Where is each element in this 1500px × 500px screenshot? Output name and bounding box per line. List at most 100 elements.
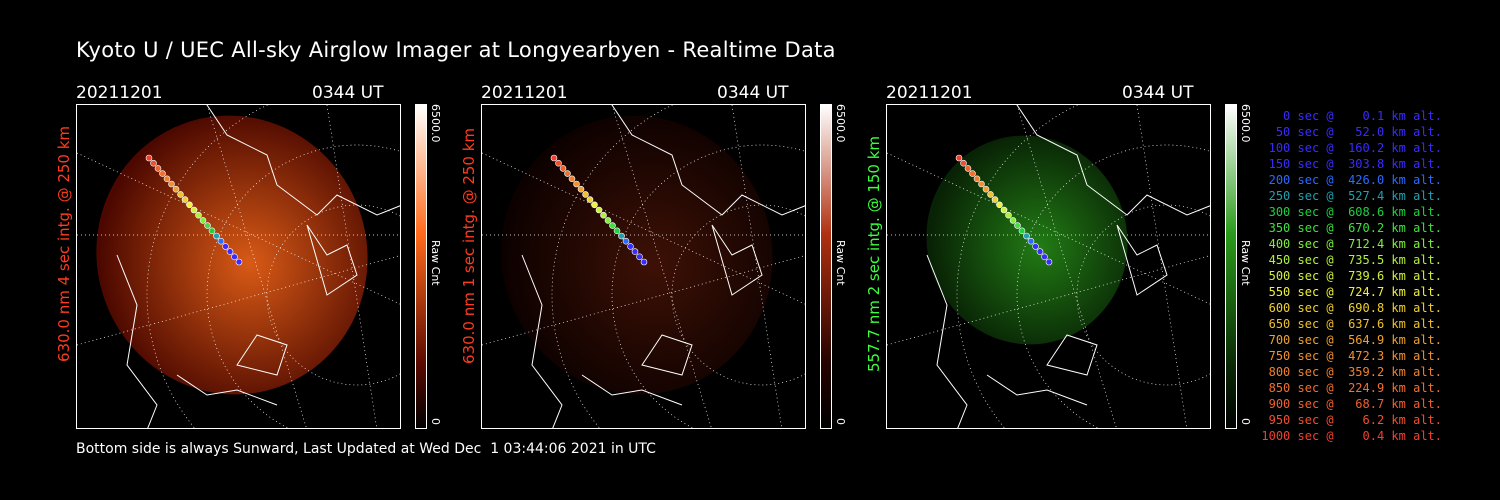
trajectory-point	[577, 185, 585, 193]
longitude-line	[77, 255, 400, 346]
trajectory-point	[559, 165, 567, 172]
trajectory-point	[618, 232, 625, 240]
legend-row: 50 sec @ 52.0 km alt.	[1261, 125, 1442, 139]
legend-row: 400 sec @ 712.4 km alt.	[1261, 237, 1442, 251]
trajectory-point	[564, 170, 571, 177]
sky-image	[501, 115, 773, 395]
trajectory-point	[1027, 237, 1035, 245]
trajectory-point	[1014, 222, 1021, 229]
coastline	[521, 105, 805, 428]
trajectory-point	[222, 243, 229, 250]
trajectory-point	[978, 180, 985, 188]
panel-2-colorbar-max: 6500.0	[834, 104, 847, 143]
panel-1-colorbar	[415, 104, 427, 429]
trajectory-point	[208, 227, 216, 235]
panel-2-date: 20211201	[481, 83, 568, 103]
trajectory-point	[582, 191, 589, 198]
legend-row: 800 sec @ 359.2 km alt.	[1261, 365, 1442, 379]
trajectory-point	[163, 175, 171, 183]
trajectory-point	[568, 175, 576, 183]
trajectory-point	[1005, 211, 1012, 219]
trajectory-point	[172, 185, 180, 193]
trajectory-point	[973, 175, 981, 183]
panel-3-time: 0344 UT	[1122, 83, 1194, 103]
legend-row: 300 sec @ 608.6 km alt.	[1261, 205, 1442, 219]
legend-row: 100 sec @ 160.2 km alt.	[1261, 141, 1442, 155]
legend-row: 750 sec @ 472.3 km alt.	[1261, 349, 1442, 363]
trajectory-point	[987, 191, 994, 198]
trajectory-point	[573, 180, 580, 188]
panel-2-colorbar-unit: Raw Cnt	[834, 240, 847, 286]
panel-1-colorbar-unit: Raw Cnt	[429, 240, 442, 286]
longitude-line	[482, 255, 805, 346]
trajectory-point	[636, 253, 643, 261]
trajectory-point	[550, 154, 558, 162]
trajectory-point	[199, 217, 207, 224]
trajectory-point	[982, 185, 990, 193]
panel-3-colorbar	[1225, 104, 1237, 429]
legend-row: 850 sec @ 224.9 km alt.	[1261, 381, 1442, 395]
longitude-line	[1016, 105, 1117, 428]
trajectory-point	[186, 201, 193, 209]
page-title: Kyoto U / UEC All-sky Airglow Imager at …	[76, 38, 836, 62]
coastline	[926, 105, 1210, 428]
time-altitude-legend: 0 sec @ 0.1 km alt. 50 sec @ 52.0 km alt…	[1250, 108, 1442, 444]
trajectory-point	[145, 154, 153, 162]
legend-row: 950 sec @ 6.2 km alt.	[1261, 413, 1442, 427]
coastline	[116, 105, 400, 428]
trajectory-point	[235, 258, 243, 266]
trajectory-point	[226, 248, 234, 255]
panel-3-image	[886, 104, 1211, 429]
panel-2-image	[481, 104, 806, 429]
trajectory-point	[586, 196, 594, 203]
trajectory-point	[600, 211, 607, 219]
trajectory-point	[604, 217, 612, 224]
trajectory-point	[231, 253, 238, 261]
trajectory-point	[190, 206, 198, 214]
trajectory-point	[622, 237, 630, 245]
panel-2-colorbar-min: 0	[834, 418, 847, 425]
legend-row: 0 sec @ 0.1 km alt.	[1261, 109, 1442, 123]
legend-row: 350 sec @ 670.2 km alt.	[1261, 221, 1442, 235]
panel-2-wavelength-label: 630.0 nm 1 sec intg. @ 250 km	[460, 127, 478, 364]
legend-row: 600 sec @ 690.8 km alt.	[1261, 301, 1442, 315]
panel-2-time: 0344 UT	[717, 83, 789, 103]
longitude-line	[326, 105, 378, 428]
sky-image	[926, 135, 1128, 345]
panel-3-wavelength-label: 557.7 nm 2 sec intg. @ 150 km	[865, 135, 883, 372]
trajectory-point	[1023, 232, 1030, 240]
sky-image	[96, 115, 368, 395]
panel-1-colorbar-max: 6500.0	[429, 104, 442, 143]
trajectory-point	[1000, 206, 1008, 214]
footer-status: Bottom side is always Sunward, Last Upda…	[76, 441, 656, 457]
longitude-line	[887, 255, 1210, 346]
panel-1-image	[76, 104, 401, 429]
longitude-line	[206, 105, 307, 428]
longitude-line	[731, 105, 783, 428]
trajectory-point	[613, 227, 621, 235]
trajectory-point	[217, 237, 225, 245]
trajectory-point	[150, 159, 157, 167]
legend-row: 550 sec @ 724.7 km alt.	[1261, 285, 1442, 299]
panel-1-wavelength-label: 630.0 nm 4 sec intg. @ 250 km	[55, 125, 73, 362]
trajectory-point	[213, 232, 220, 240]
trajectory-point	[591, 201, 598, 209]
trajectory-point	[181, 196, 189, 203]
trajectory-point	[609, 222, 616, 229]
trajectory-point	[964, 165, 972, 172]
legend-row: 250 sec @ 527.4 km alt.	[1261, 189, 1442, 203]
trajectory-point	[960, 159, 967, 167]
trajectory-point	[1041, 253, 1048, 261]
legend-row: 700 sec @ 564.9 km alt.	[1261, 333, 1442, 347]
trajectory-point	[969, 170, 976, 177]
trajectory-point	[1009, 217, 1017, 224]
trajectory-point	[555, 159, 562, 167]
legend-row: 150 sec @ 303.8 km alt.	[1261, 157, 1442, 171]
panel-1-colorbar-min: 0	[429, 418, 442, 425]
trajectory-point	[991, 196, 999, 203]
legend-row: 450 sec @ 735.5 km alt.	[1261, 253, 1442, 267]
longitude-line	[611, 105, 712, 428]
trajectory-point	[631, 248, 639, 255]
trajectory-point	[1032, 243, 1039, 250]
trajectory-point	[640, 258, 648, 266]
